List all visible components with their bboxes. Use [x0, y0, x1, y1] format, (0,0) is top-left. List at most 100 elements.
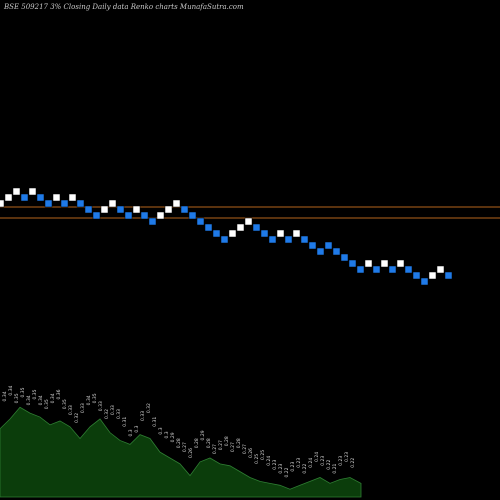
volume-label: 0.35 [92, 393, 98, 403]
volume-label: 0.26 [248, 448, 254, 458]
renko-brick-down [372, 265, 381, 274]
volume-label: 0.23 [278, 463, 284, 473]
renko-brick-down [84, 205, 93, 214]
volume-label: 0.27 [218, 440, 224, 450]
renko-brick-down [124, 211, 133, 220]
renko-brick-down [20, 193, 29, 202]
renko-brick-down [76, 199, 85, 208]
renko-brick-down [188, 211, 197, 220]
renko-brick-up [292, 229, 301, 238]
renko-brick-up [0, 199, 5, 208]
volume-label: 0.23 [320, 456, 326, 466]
volume-label: 0.31 [122, 417, 128, 427]
volume-label: 0.22 [284, 467, 290, 477]
renko-brick-down [348, 259, 357, 268]
volume-label: 0.29 [200, 430, 206, 440]
renko-brick-down [388, 265, 397, 274]
renko-brick-down [60, 199, 69, 208]
volume-label: 0.31 [152, 417, 158, 427]
renko-brick-down [196, 217, 205, 226]
volume-label: 0.24 [266, 456, 272, 466]
renko-brick-down [204, 223, 213, 232]
volume-label: 0.3 [164, 431, 170, 438]
volume-label: 0.35 [14, 393, 20, 403]
volume-label: 0.34 [26, 395, 32, 405]
renko-brick-up [52, 193, 61, 202]
volume-label: 0.33 [116, 409, 122, 419]
volume-label: 0.21 [332, 463, 338, 473]
volume-label: 0.23 [272, 460, 278, 470]
renko-brick-up [276, 229, 285, 238]
volume-label: 0.22 [350, 458, 356, 468]
volume-label: 0.33 [110, 405, 116, 415]
renko-brick-up [436, 265, 445, 274]
volume-label: 0.25 [260, 450, 266, 460]
volume-label: 0.33 [140, 411, 146, 421]
volume-label: 0.24 [314, 452, 320, 462]
renko-brick-down [324, 241, 333, 250]
renko-brick-down [404, 265, 413, 274]
volume-label: 0.27 [212, 444, 218, 454]
volume-label: 0.23 [344, 452, 350, 462]
renko-brick-down [300, 235, 309, 244]
volume-label: 0.28 [206, 438, 212, 448]
renko-brick-up [244, 217, 253, 226]
renko-brick-down [252, 223, 261, 232]
volume-label: 0.35 [62, 399, 68, 409]
volume-label: 0.28 [194, 438, 200, 448]
renko-brick-up [236, 223, 245, 232]
renko-brick-down [308, 241, 317, 250]
renko-brick-up [68, 193, 77, 202]
volume-label: 0.23 [338, 456, 344, 466]
volume-label: 0.27 [230, 442, 236, 452]
renko-brick-up [108, 199, 117, 208]
renko-brick-down [260, 229, 269, 238]
renko-brick-down [340, 253, 349, 262]
volume-label: 0.27 [242, 444, 248, 454]
renko-brick-down [220, 235, 229, 244]
volume-label: 0.35 [20, 387, 26, 397]
volume-label: 0.23 [296, 458, 302, 468]
renko-brick-down [332, 247, 341, 256]
renko-brick-up [100, 205, 109, 214]
volume-label: 0.33 [68, 405, 74, 415]
volume-label: 0.36 [56, 389, 62, 399]
renko-brick-down [140, 211, 149, 220]
volume-label: 0.34 [38, 395, 44, 405]
renko-brick-down [268, 235, 277, 244]
volume-label: 0.33 [80, 403, 86, 413]
volume-label: 0.32 [146, 403, 152, 413]
volume-label: 0.32 [104, 409, 110, 419]
chart-header: BSE 509217 3% Closing Daily data Renko c… [3, 3, 244, 11]
renko-brick-down [36, 193, 45, 202]
volume-label: 0.22 [302, 463, 308, 473]
renko-brick-down [92, 211, 101, 220]
renko-brick-down [284, 235, 293, 244]
volume-label: 0.3 [128, 429, 134, 436]
volume-label: 0.28 [236, 438, 242, 448]
renko-brick-up [396, 259, 405, 268]
renko-brick-down [412, 271, 421, 280]
volume-label: 0.22 [326, 460, 332, 470]
volume-label: 0.34 [8, 385, 14, 395]
volume-label: 0.35 [32, 389, 38, 399]
volume-label: 0.28 [224, 436, 230, 446]
volume-label: 0.25 [254, 454, 260, 464]
renko-brick-down [148, 217, 157, 226]
volume-panel: 0.340.340.350.350.340.350.34 0.350.34 0.36… [0, 385, 362, 498]
renko-brick-down [356, 265, 365, 274]
volume-label: 0.24 [308, 458, 314, 468]
volume-label: 0.33 [98, 401, 104, 411]
renko-brick-up [132, 205, 141, 214]
renko-brick-up [172, 199, 181, 208]
renko-brick-up [364, 259, 373, 268]
renko-brick-up [228, 229, 237, 238]
volume-label: 0.27 [182, 442, 188, 452]
renko-brick-up [12, 187, 21, 196]
renko-brick-down [316, 247, 325, 256]
volume-label: 0.23 [290, 461, 296, 471]
volume-label: 0.34 [2, 391, 8, 401]
